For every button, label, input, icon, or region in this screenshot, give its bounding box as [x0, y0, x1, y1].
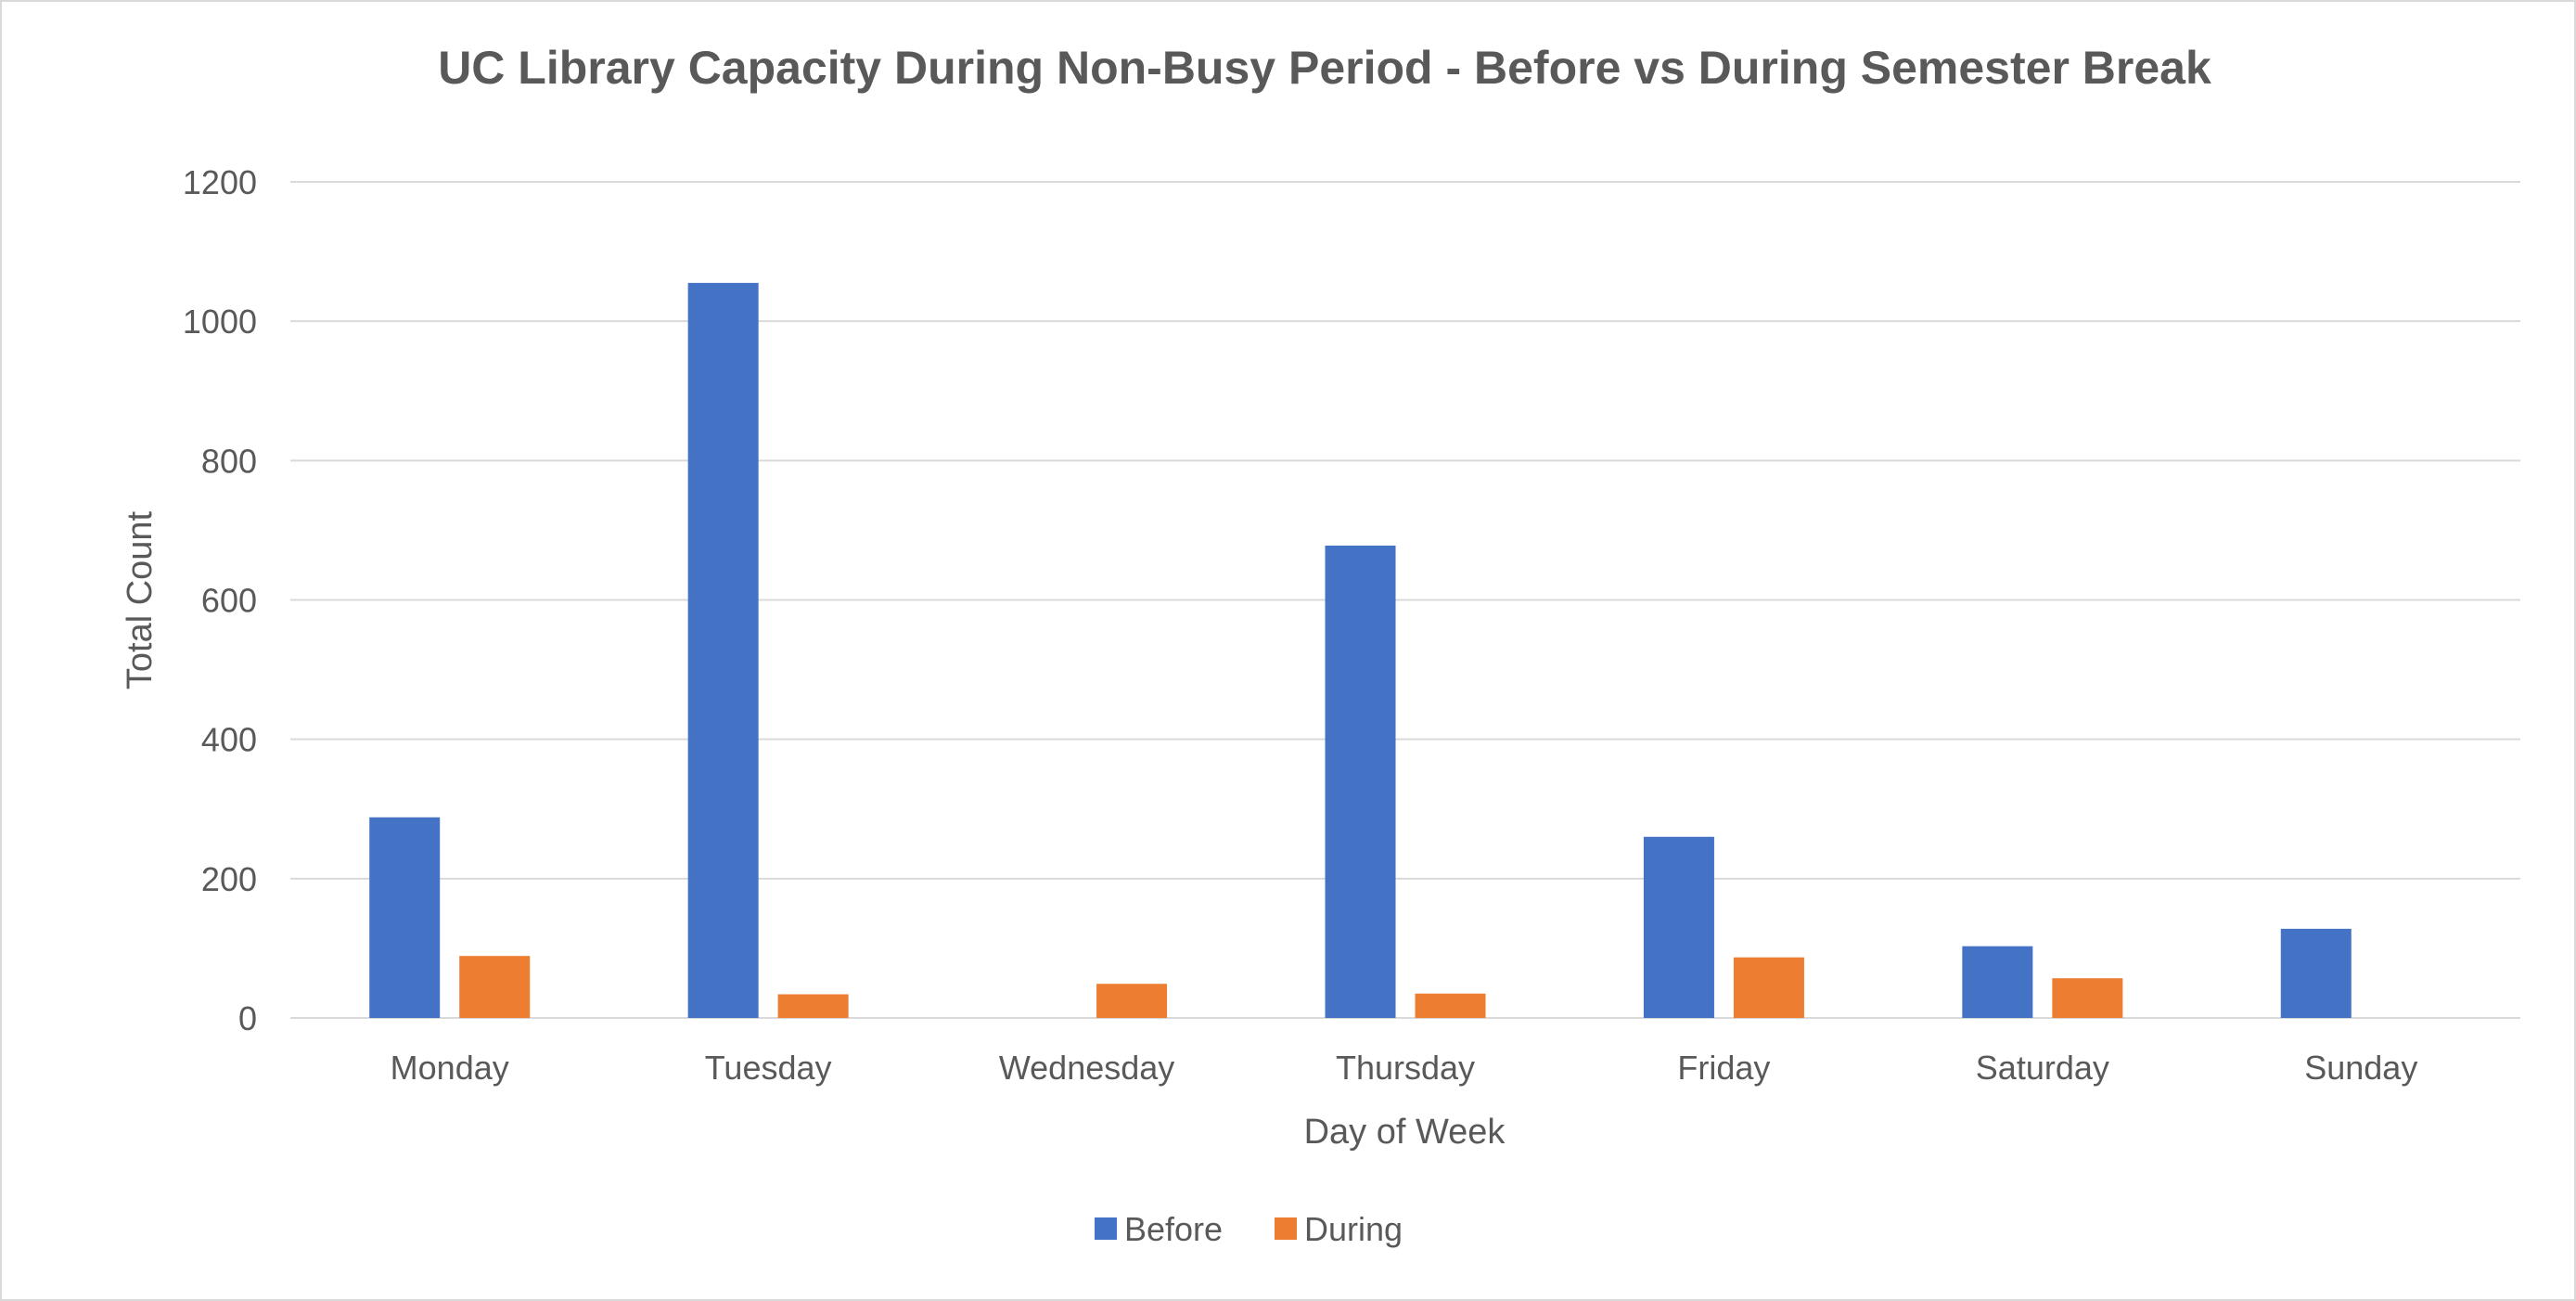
- legend-swatch-during: [1275, 1217, 1297, 1240]
- bar-before-tuesday: [687, 282, 759, 1018]
- x-tick-label: Monday: [391, 1049, 509, 1087]
- gridlines: [290, 181, 2520, 1019]
- y-tick-label: 1000: [183, 303, 257, 341]
- x-axis-ticks: Monday Tuesday Wednesday Thursday Friday Satu…: [391, 1049, 2418, 1087]
- y-tick-label: 200: [201, 860, 257, 898]
- bar-during-tuesday: [777, 994, 849, 1018]
- x-axis-title: Day of Week: [1304, 1113, 1506, 1152]
- bar-before-monday: [369, 817, 441, 1018]
- y-tick-label: 600: [201, 582, 257, 620]
- bar-before-saturday: [1962, 946, 2033, 1018]
- x-tick-label: Sunday: [2304, 1049, 2417, 1087]
- legend: Before During: [1095, 1210, 1403, 1248]
- x-tick-label: Friday: [1677, 1049, 1770, 1087]
- y-axis-title: Total Count: [121, 510, 160, 689]
- chart-title: UC Library Capacity During Non-Busy Peri…: [438, 42, 2211, 94]
- bar-during-friday: [1733, 957, 1804, 1018]
- bar-during-monday: [459, 956, 531, 1018]
- legend-label-during: During: [1304, 1210, 1403, 1248]
- bar-before-thursday: [1325, 545, 1396, 1018]
- x-tick-label: Saturday: [1976, 1049, 2109, 1087]
- x-tick-label: Wednesday: [999, 1049, 1174, 1087]
- bar-during-thursday: [1415, 993, 1486, 1018]
- y-tick-label: 800: [201, 442, 257, 480]
- legend-label-before: Before: [1124, 1210, 1223, 1248]
- bar-during-saturday: [2052, 978, 2123, 1018]
- y-tick-label: 0: [238, 999, 257, 1037]
- y-tick-label: 1200: [183, 163, 257, 201]
- bar-during-wednesday: [1096, 984, 1168, 1018]
- y-tick-label: 400: [201, 721, 257, 759]
- y-axis-ticks: 0 200 400 600 800 1000 1200: [183, 163, 257, 1037]
- legend-swatch-before: [1095, 1217, 1117, 1240]
- x-tick-label: Thursday: [1336, 1049, 1475, 1087]
- bar-before-sunday: [2280, 928, 2352, 1018]
- x-tick-label: Tuesday: [705, 1049, 832, 1087]
- bars: [369, 282, 2352, 1018]
- bar-before-friday: [1643, 836, 1714, 1018]
